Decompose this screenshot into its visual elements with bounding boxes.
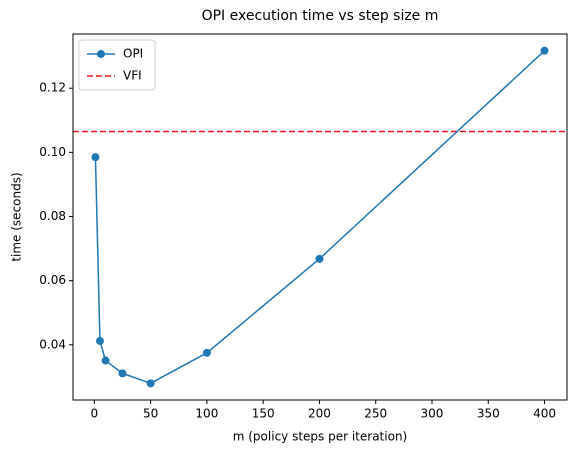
chart-title: OPI execution time vs step size m bbox=[202, 8, 439, 24]
x-axis-label: m (policy steps per iteration) bbox=[233, 430, 407, 444]
y-tick-label: 0.06 bbox=[39, 273, 66, 287]
y-axis-label: time (seconds) bbox=[10, 172, 24, 261]
legend-marker bbox=[97, 50, 105, 58]
legend-box bbox=[78, 39, 156, 91]
x-tick-label: 400 bbox=[533, 407, 556, 421]
x-tick-label: 100 bbox=[195, 407, 218, 421]
data-point bbox=[118, 369, 127, 378]
data-point bbox=[101, 356, 110, 365]
legend-label: VFI bbox=[123, 69, 142, 83]
series-line bbox=[94, 50, 546, 385]
y-tick-label: 0.10 bbox=[39, 145, 66, 159]
data-point bbox=[540, 46, 549, 55]
x-tick-label: 250 bbox=[364, 407, 387, 421]
data-point bbox=[146, 379, 155, 388]
data-point bbox=[202, 348, 211, 357]
data-point bbox=[315, 254, 324, 263]
y-tick-label: 0.12 bbox=[39, 81, 66, 95]
x-tick-label: 150 bbox=[252, 407, 275, 421]
x-tick-label: 200 bbox=[308, 407, 331, 421]
x-tick-label: 50 bbox=[143, 407, 158, 421]
y-tick-label: 0.08 bbox=[39, 209, 66, 223]
data-point bbox=[95, 336, 104, 345]
legend-label: OPI bbox=[123, 47, 143, 61]
x-tick-label: 350 bbox=[477, 407, 500, 421]
data-point bbox=[91, 153, 100, 162]
plot-frame bbox=[72, 33, 568, 401]
x-tick-label: 300 bbox=[421, 407, 444, 421]
x-tick-label: 0 bbox=[91, 407, 99, 421]
y-tick-label: 0.04 bbox=[39, 337, 66, 351]
